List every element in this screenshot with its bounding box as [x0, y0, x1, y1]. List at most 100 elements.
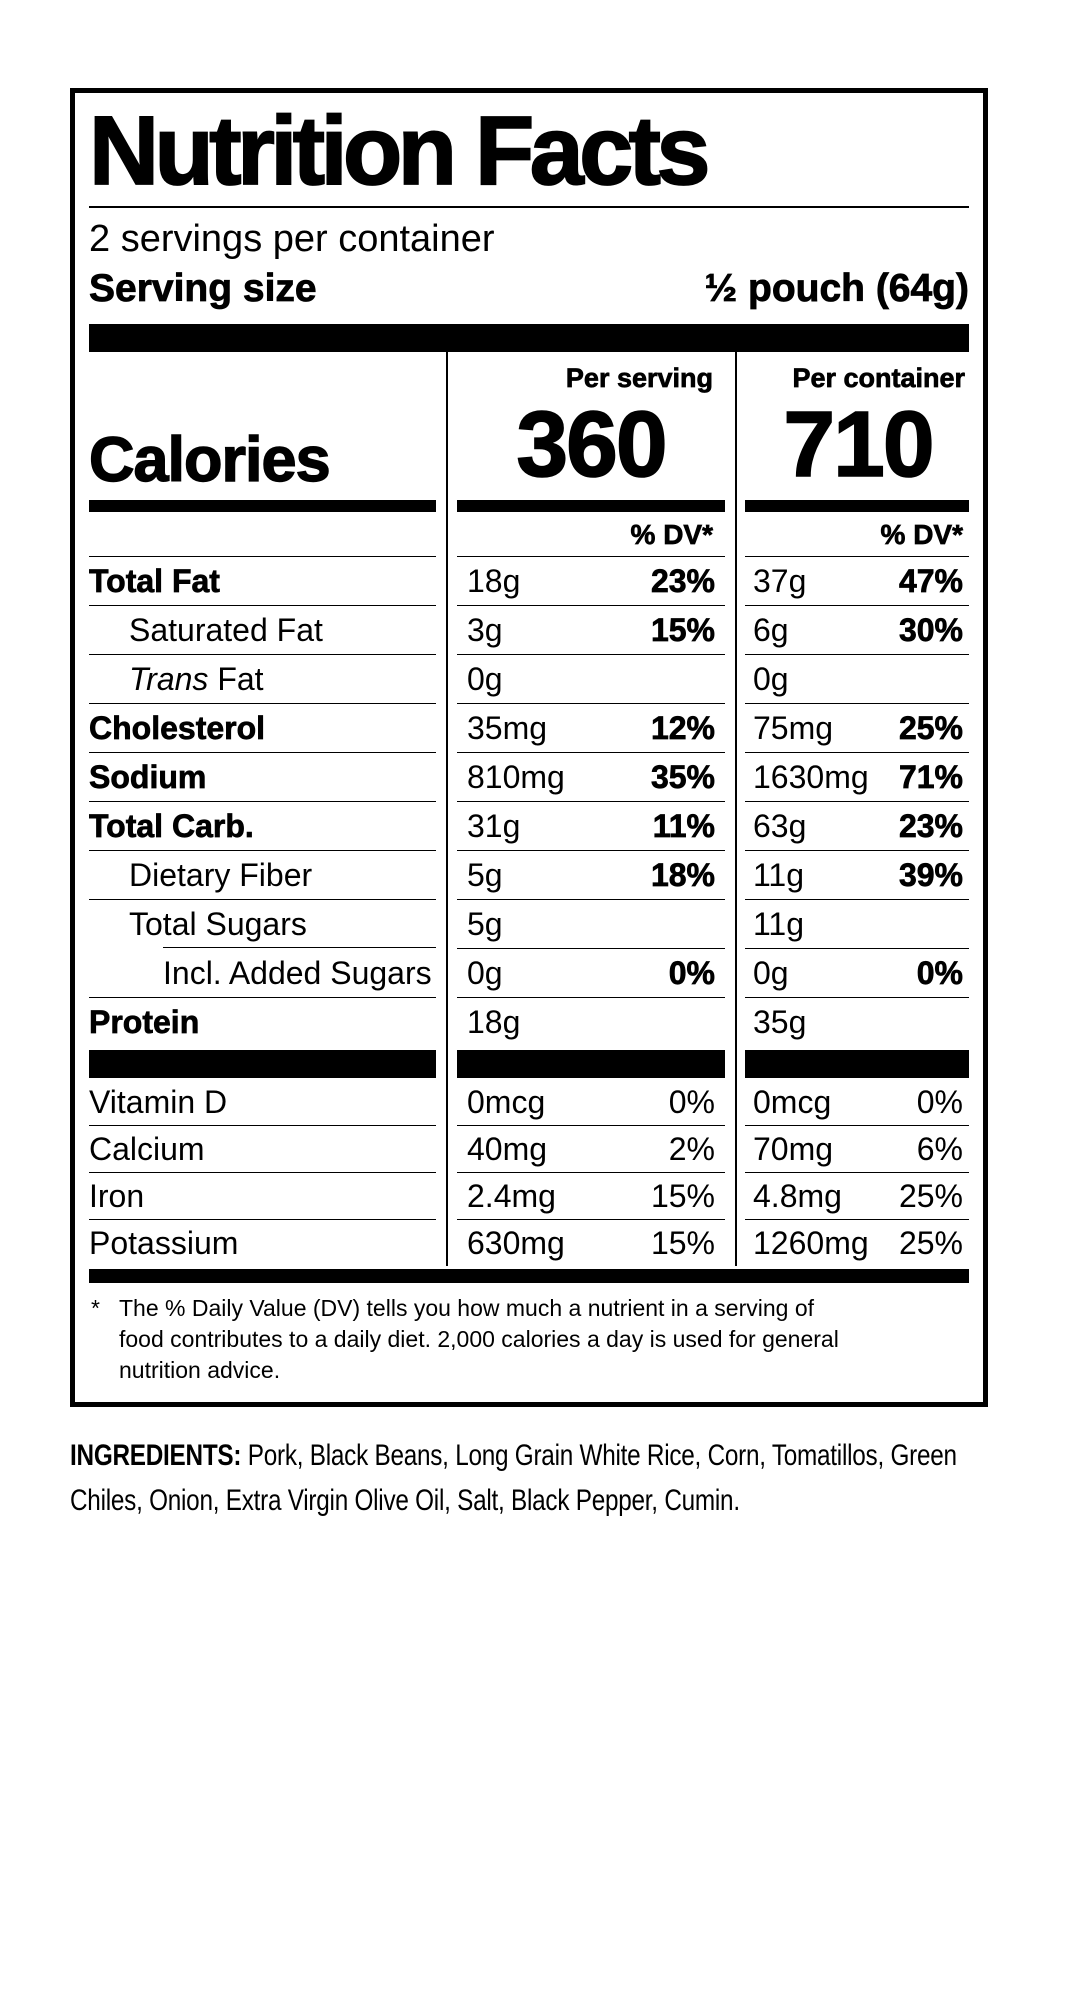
servings-per-container: 2 servings per container	[89, 217, 495, 260]
per-serving-cell: 810mg 35%	[457, 752, 725, 801]
nutrient-row: Total Sugars 5g 11g	[89, 899, 969, 948]
per-container-cell: 63g 23%	[745, 801, 969, 850]
calories-header-row: Per serving Per container	[89, 352, 969, 394]
nutrient-name-cell: Dietary Fiber	[89, 850, 436, 899]
calories-per-serving-value: 360	[516, 392, 669, 497]
amount: 18g	[467, 1004, 521, 1041]
daily-value: 11%	[652, 808, 715, 845]
amount: 0g	[753, 661, 789, 698]
vitamin-row: Calcium 40mg 2% 70mg 6%	[89, 1125, 969, 1172]
per-container-cell: 37g 47%	[745, 556, 969, 605]
thick-separator-bar	[89, 324, 969, 353]
amount: 0mcg	[753, 1083, 832, 1120]
amount: 630mg	[467, 1225, 565, 1262]
amount: 6g	[753, 612, 789, 649]
nutrient-name-cell: Saturated Fat	[89, 605, 436, 654]
nutrient-name: Saturated Fat	[129, 612, 323, 649]
per-serving-cell: 3g 15%	[457, 605, 725, 654]
daily-value: 12%	[650, 710, 716, 747]
footnote-line: food contributes to a daily diet. 2,000 …	[119, 1326, 839, 1353]
nutrient-row: Trans Fat 0g 0g	[89, 654, 969, 703]
per-serving-cell: 35mg 12%	[457, 703, 725, 752]
nutrient-name-cell: Trans Fat	[89, 654, 436, 703]
bar-segment	[745, 500, 969, 513]
amount: 2.4mg	[467, 1178, 556, 1215]
nutrient-row: Saturated Fat 3g 15% 6g 30%	[89, 605, 969, 654]
daily-value: 6%	[916, 1131, 963, 1168]
bar-segment	[457, 500, 725, 513]
segmented-bar	[89, 500, 969, 513]
amount: 11g	[753, 857, 805, 894]
per-serving-cell: 630mg 15%	[457, 1219, 725, 1266]
per-container-cell: 11g	[745, 899, 969, 948]
amount: 35g	[753, 1004, 807, 1041]
per-serving-cell: 5g	[457, 899, 725, 948]
per-serving-cell: 31g 11%	[457, 801, 725, 850]
calories-label-cell: Calories	[88, 394, 436, 496]
calories-per-container-value: 710	[783, 392, 936, 497]
nutrient-name-cell: Incl. Added Sugars	[89, 946, 436, 997]
vitamin-row: Potassium 630mg 15% 1260mg 25%	[89, 1219, 969, 1266]
nutrient-name-cell: Total Fat	[89, 556, 436, 605]
per-container-cell: 6g 30%	[745, 605, 969, 654]
nutrient-name-cell: Iron	[89, 1172, 436, 1219]
amount: 5g	[467, 857, 503, 894]
footnote-marker: *	[91, 1295, 100, 1322]
dv-header-per-container: % DV*	[880, 519, 963, 551]
per-container-cell: 35g	[745, 997, 969, 1046]
vitamin-row: Iron 2.4mg 15% 4.8mg 25%	[89, 1172, 969, 1219]
amount: 3g	[467, 612, 503, 649]
per-container-cell: 11g 39%	[745, 850, 969, 899]
bar-segment	[89, 1050, 436, 1079]
amount: 40mg	[467, 1131, 548, 1168]
per-serving-cell: 5g 18%	[457, 850, 725, 899]
ingredients: INGREDIENTS: Pork, Black Beans, Long Gra…	[70, 1433, 957, 1523]
daily-value: 0%	[916, 955, 963, 992]
nutrient-row: Sodium 810mg 35% 1630mg 71%	[89, 752, 969, 801]
nutrient-name-cell: Vitamin D	[89, 1078, 436, 1125]
amount: 75mg	[753, 710, 834, 747]
footnote-line: The % Daily Value (DV) tells you how muc…	[119, 1295, 814, 1322]
nutrient-row: Protein 18g 35g	[89, 997, 969, 1046]
empty-cell	[89, 514, 436, 556]
daily-value: 25%	[898, 1178, 963, 1215]
daily-value: 18%	[650, 857, 716, 894]
serving-size-label: Serving size	[89, 267, 317, 311]
amount: 0g	[467, 955, 503, 992]
per-container-cell: 75mg 25%	[745, 703, 969, 752]
column-divider-2	[735, 352, 737, 1267]
daily-value: 30%	[898, 612, 964, 649]
bottom-separator-bar	[89, 1269, 969, 1284]
nutrient-name: Vitamin D	[89, 1083, 228, 1120]
calories-label: Calories	[88, 425, 331, 496]
calories-per-container-cell: 710	[745, 394, 969, 494]
nutrient-name: Calcium	[89, 1131, 205, 1168]
per-serving-cell: 40mg 2%	[457, 1125, 725, 1172]
amount: 4.8mg	[753, 1178, 842, 1215]
nutrient-name: Sodium	[89, 759, 207, 796]
daily-value: 71%	[898, 759, 964, 796]
nutrient-name-cell: Total Carb.	[89, 801, 436, 850]
nutrient-name-cell: Protein	[89, 997, 436, 1046]
amount: 5g	[467, 906, 503, 943]
nutrient-name: Total Carb.	[89, 808, 254, 845]
nutrient-name: Total Fat	[89, 563, 221, 600]
daily-value: 15%	[650, 612, 716, 649]
daily-value: 35%	[650, 759, 716, 796]
per-container-header: Per container	[792, 363, 965, 394]
vitamin-rows: Vitamin D 0mcg 0% 0mcg 0% Calcium 40mg 2% 70mg 6%…	[89, 1078, 969, 1266]
amount: 18g	[467, 563, 521, 600]
nutrient-rows: Total Fat 18g 23% 37g 47% Saturated Fat 3g 15% 6…	[89, 556, 969, 1046]
bar-segment	[745, 1050, 969, 1079]
amount: 31g	[467, 808, 521, 845]
footnote-text: The % Daily Value (DV) tells you how muc…	[119, 1293, 969, 1386]
serving-size-value: ½ pouch (64g)	[704, 267, 969, 311]
dv-header-per-serving: % DV*	[630, 519, 713, 551]
ingredients-label: INGREDIENTS:	[70, 1439, 242, 1473]
nutrient-name-cell: Sodium	[89, 752, 436, 801]
per-serving-cell: 0mcg 0%	[457, 1078, 725, 1125]
ingredients-line: INGREDIENTS: Pork, Black Beans, Long Gra…	[70, 1433, 957, 1478]
daily-value: 2%	[668, 1131, 715, 1168]
nutrient-name-cell: Cholesterol	[89, 703, 436, 752]
daily-value: 23%	[650, 563, 716, 600]
